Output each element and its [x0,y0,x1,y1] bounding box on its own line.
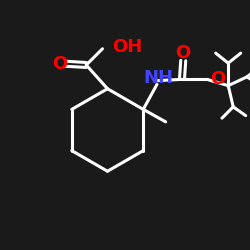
Text: O: O [176,44,191,62]
Text: O: O [210,70,225,88]
Text: O: O [52,55,68,73]
Text: NH: NH [143,69,173,87]
Text: OH: OH [112,38,142,56]
